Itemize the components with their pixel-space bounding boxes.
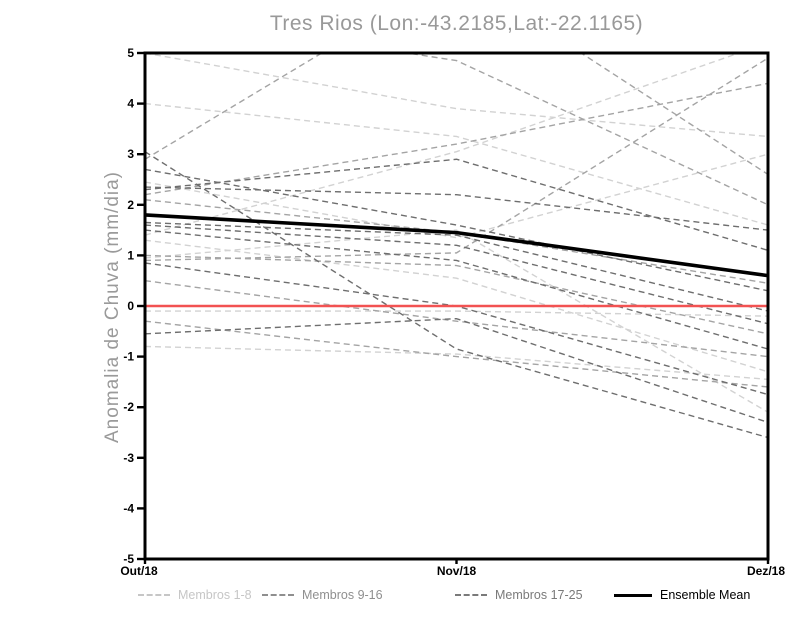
y-tick-label: -1 (123, 350, 134, 364)
member-line (145, 254, 768, 335)
member-line (145, 53, 768, 138)
legend-label: Membros 1-8 (178, 588, 252, 602)
member-line (402, 53, 768, 206)
dashed-line-sample (455, 594, 487, 596)
member-line (145, 239, 768, 373)
legend-item-ensemble-mean: Ensemble Mean (614, 588, 750, 602)
y-tick-label: 0 (127, 299, 134, 313)
member-line (145, 186, 768, 231)
y-tick-label: -3 (123, 451, 134, 465)
x-tick-label: Out/18 (120, 564, 158, 578)
legend-item-members-17-25: Membros 17-25 (455, 588, 583, 602)
legend-label: Membros 17-25 (495, 588, 583, 602)
legend-label: Ensemble Mean (660, 588, 751, 602)
y-tick-label: -4 (123, 501, 134, 515)
member-line (145, 158, 768, 252)
member-line (145, 224, 768, 325)
member-line (145, 280, 768, 358)
legend-label: Membros 9-16 (302, 588, 383, 602)
member-line (145, 320, 768, 388)
legend: Membros 1-8 Membros 9-16 Membros 17-25 E… (0, 588, 800, 608)
x-tick-label: Dez/18 (747, 564, 785, 578)
y-tick-label: 1 (127, 248, 134, 262)
chart-title: Tres Rios (Lon:-43.2185,Lat:-22.1165) (269, 12, 644, 35)
ensemble-mean-line (145, 213, 768, 278)
member-line (145, 229, 768, 350)
member-line (145, 310, 768, 317)
plot-area (145, 53, 768, 439)
member-line (145, 317, 768, 424)
member-line (145, 102, 768, 226)
member-line (145, 151, 768, 439)
member-line (145, 153, 768, 239)
y-tick-label: 5 (127, 46, 134, 60)
y-tick-label: 4 (127, 97, 134, 111)
y-tick-label: 3 (127, 147, 134, 161)
member-line (145, 57, 768, 262)
member-line (145, 199, 768, 284)
member-line (145, 345, 768, 381)
member-line (145, 82, 768, 196)
member-line (145, 53, 742, 236)
y-tick-label: -5 (123, 552, 134, 566)
member-line (145, 229, 768, 413)
y-tick-label: -2 (123, 400, 134, 414)
dashed-line-sample (138, 594, 170, 596)
legend-item-members-1-8: Membros 1-8 (138, 588, 252, 602)
member-line (145, 221, 768, 312)
member-line (145, 53, 768, 176)
y-tick-label: 2 (127, 198, 134, 212)
solid-line-sample (614, 593, 652, 597)
x-tick-label: Nov/18 (437, 564, 477, 578)
dashed-line-sample (262, 594, 294, 596)
member-line (145, 168, 768, 292)
legend-item-members-9-16: Membros 9-16 (262, 588, 383, 602)
